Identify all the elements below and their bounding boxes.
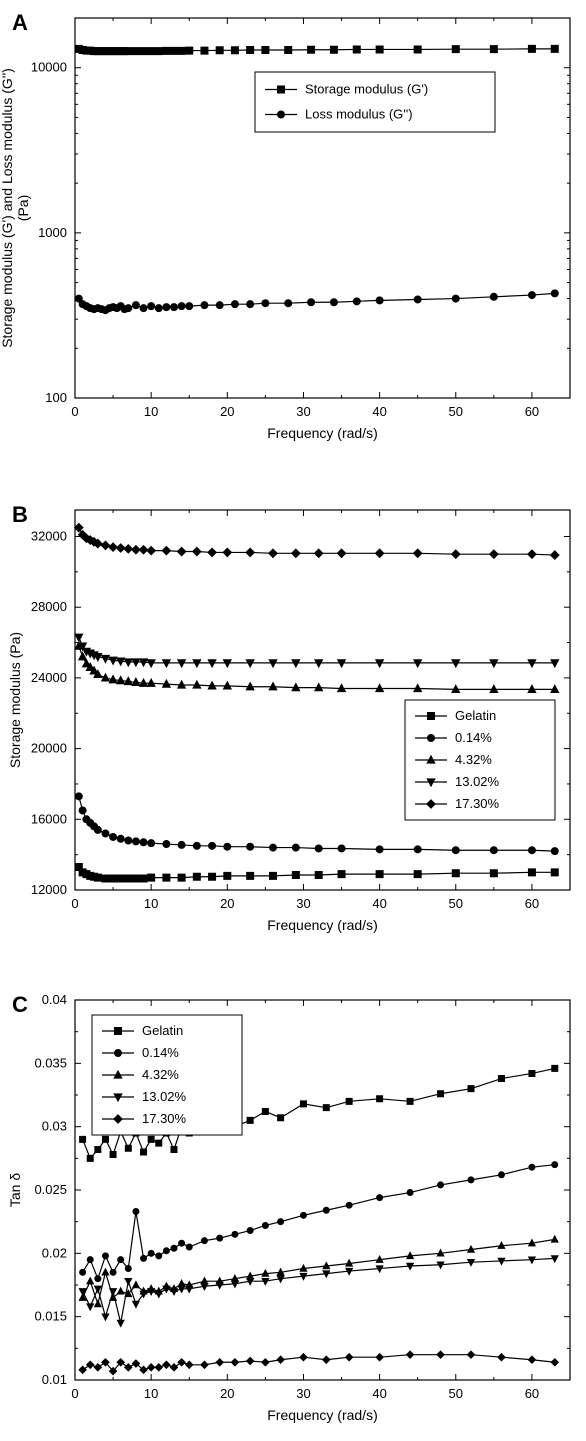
xtick-label: 10: [144, 404, 158, 419]
svg-text:Storage modulus (Pa): Storage modulus (Pa): [7, 632, 23, 768]
ytick-label: 24000: [31, 670, 67, 685]
ytick-label: 20000: [31, 741, 67, 756]
legend-item-label: 17.30%: [142, 1111, 187, 1126]
series-p1730: [79, 1351, 558, 1375]
xlabel: Frequency (rad/s): [267, 1407, 377, 1423]
series-p014: [80, 1162, 558, 1282]
xtick-label: 50: [449, 404, 463, 419]
legend-item-label: Gelatin: [455, 708, 496, 723]
xtick-label: 0: [71, 1386, 78, 1401]
xtick-label: 0: [71, 404, 78, 419]
ytick-label: 28000: [31, 599, 67, 614]
xtick-label: 10: [144, 896, 158, 911]
ytick-label: 16000: [31, 811, 67, 826]
xtick-label: 40: [372, 896, 386, 911]
xtick-label: 30: [296, 1386, 310, 1401]
xtick-label: 40: [372, 404, 386, 419]
legend-item-label: 4.32%: [455, 752, 492, 767]
legend-item-label: 4.32%: [142, 1067, 179, 1082]
series-Gdoubleprime: [75, 290, 558, 314]
legend-item-label: 17.30%: [455, 796, 500, 811]
ytick-label: 1000: [38, 225, 67, 240]
ylabel: Storage modulus (Pa): [7, 632, 23, 768]
series-p432: [75, 642, 559, 693]
ytick-label: 0.04: [42, 992, 67, 1007]
panel-label-C: C: [12, 992, 28, 1017]
ytick-label: 12000: [31, 882, 67, 897]
xtick-label: 10: [144, 1386, 158, 1401]
figure-container: A0102030405060100100010000Frequency (rad…: [0, 0, 586, 1441]
xtick-label: 50: [449, 896, 463, 911]
ylabel: Storage modulus (G') and Loss modulus (G…: [0, 68, 31, 348]
panel-B: B 0 10 20 30 40 50 60 12000 16000 20000 24000 28000 3…: [7, 502, 570, 933]
panel-A: A 0 10 20 30 40 50 60 100 1000 10000 Frequency (rad…: [0, 10, 570, 441]
legend-item-label: 0.14%: [142, 1045, 179, 1060]
ytick-label: 0.01: [42, 1372, 67, 1387]
ytick-label: 10000: [31, 60, 67, 75]
ytick-label: 0.025: [34, 1182, 67, 1197]
legend-item-label: Gelatin: [142, 1023, 183, 1038]
ytick-label: 0.035: [34, 1055, 67, 1070]
svg-text:(Pa): (Pa): [15, 195, 31, 221]
series-p1302: [75, 634, 559, 667]
legend-item-label: 13.02%: [455, 774, 500, 789]
xlabel: Frequency (rad/s): [267, 425, 377, 441]
panel-label-B: B: [12, 502, 28, 527]
ytick-label: 0.02: [42, 1245, 67, 1260]
series-p1730: [75, 523, 559, 559]
ylabel: Tan δ: [7, 1173, 23, 1207]
xtick-label: 30: [296, 404, 310, 419]
xtick-label: 30: [296, 896, 310, 911]
xtick-label: 60: [525, 896, 539, 911]
legend-item-label: Storage modulus (G'): [305, 82, 428, 97]
xtick-label: 0: [71, 896, 78, 911]
xlabel: Frequency (rad/s): [267, 917, 377, 933]
ytick-label: 32000: [31, 529, 67, 544]
svg-text:Storage modulus (G') and Loss: Storage modulus (G') and Loss modulus (G…: [0, 68, 15, 348]
xtick-label: 50: [449, 1386, 463, 1401]
panel-label-A: A: [12, 10, 28, 35]
xtick-label: 40: [372, 1386, 386, 1401]
xtick-label: 60: [525, 1386, 539, 1401]
panel-C: C 0 10 20 30 40 50 60 0.01 0.015 0.02 0.025 0.03 0.03…: [7, 992, 570, 1423]
xtick-label: 20: [220, 1386, 234, 1401]
xtick-label: 60: [525, 404, 539, 419]
series-p432: [79, 1236, 558, 1307]
svg-text:Tan δ: Tan δ: [7, 1173, 23, 1207]
ytick-label: 100: [45, 390, 67, 405]
legend-item-label: 0.14%: [455, 730, 492, 745]
legend-item-label: 13.02%: [142, 1089, 187, 1104]
legend-item-label: Loss modulus (G''): [305, 107, 413, 122]
series-Gelatin: [75, 864, 558, 882]
xtick-label: 20: [220, 404, 234, 419]
xtick-label: 20: [220, 896, 234, 911]
ytick-label: 0.015: [34, 1309, 67, 1324]
series-Gprime: [75, 45, 558, 54]
figure-svg: A0102030405060100100010000Frequency (rad…: [0, 0, 586, 1441]
ytick-label: 0.03: [42, 1119, 67, 1134]
